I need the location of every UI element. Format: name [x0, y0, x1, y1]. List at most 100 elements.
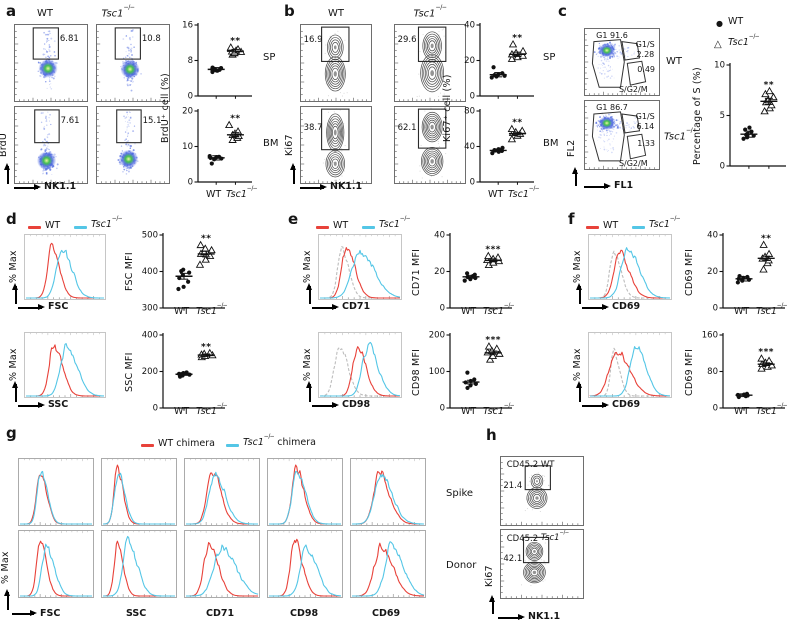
ko-label-sup: −/− — [559, 530, 570, 537]
scatter-f-cd69-top: 40 20 0 ** — [701, 226, 787, 314]
plot-canvas — [588, 332, 672, 398]
y-tick-label: 40 — [707, 231, 718, 241]
ko-point — [224, 120, 234, 129]
ko-label-sup: −/− — [123, 4, 135, 12]
scatter-c-ylabel: Percentage of S (%) — [692, 67, 703, 165]
hist-g-spike-cd98 — [267, 458, 343, 526]
xcat-wt: WT — [734, 306, 750, 317]
gate-value: 21.4 — [503, 481, 523, 492]
y-arrow — [306, 381, 313, 402]
scatter-d-ssc: 400 200 0 ** — [141, 326, 227, 414]
panel-c-wt-row-label: WT — [666, 56, 682, 67]
significance-stars: ** — [201, 234, 211, 244]
contour-plot-b-ko-sp: 29.6 — [394, 24, 466, 102]
y-arrow — [12, 381, 19, 402]
panel-g-x-arrow — [12, 610, 37, 617]
hist-curve-cyan — [20, 470, 92, 525]
ko-label-sup: −/− — [503, 403, 515, 410]
hist-curve-red — [186, 542, 258, 597]
gate-label-g1s: G1/S — [635, 111, 655, 121]
ko-point — [201, 255, 210, 263]
ko-label-base: Tsc1 — [649, 219, 670, 231]
hist-g-spike-cd69 — [350, 458, 426, 526]
ko-point — [492, 344, 501, 352]
y-tick-label: 500 — [142, 231, 158, 241]
gate-value: 10.8 — [141, 34, 161, 45]
spike-row-label: Spike — [446, 488, 474, 499]
ko-point — [482, 255, 492, 264]
y-tick-label: 200 — [142, 367, 158, 377]
col-label-cd69: CD69 — [372, 608, 401, 619]
y-tick-label: 40 — [434, 231, 445, 241]
plot-canvas — [96, 24, 170, 102]
gate-rect — [321, 108, 350, 151]
gate-g1 — [591, 39, 625, 88]
sp-row-label: SP — [543, 52, 556, 63]
wt-point — [181, 284, 186, 289]
ko-label-base: Tsc1 — [243, 437, 264, 449]
gate-value-g1s: 2.28 — [636, 49, 655, 59]
scatter-f-bot-ylabel: CD69 MFI — [684, 348, 695, 396]
panel-b-x-arrow — [300, 184, 327, 191]
plot-canvas — [350, 458, 426, 526]
gate-value-s: 0.49 — [637, 65, 655, 75]
hist-curve-red — [26, 344, 104, 397]
gate-rect — [522, 536, 550, 564]
gate-value-s: 1.33 — [637, 138, 655, 148]
ko-point — [226, 43, 235, 51]
significance-stars: ** — [230, 114, 240, 124]
hist-curve-cyan — [103, 472, 175, 525]
legend-ko-label: Tsc1−/− — [728, 34, 760, 48]
ko-label-sup: −/− — [503, 303, 515, 310]
gate-value: 29.6 — [397, 34, 417, 45]
plot-canvas: 16 8 0 ** — [182, 21, 252, 102]
hist-curve-gray — [320, 246, 400, 299]
gate-sgm — [626, 133, 647, 160]
xcat-wt: WT — [174, 306, 190, 317]
ko-label-base: Tsc1 — [756, 306, 777, 318]
gate-label-sgm: S/G2/M — [618, 158, 648, 168]
significance-stars: ** — [230, 37, 240, 47]
gate-g1s — [621, 113, 641, 134]
scatter-b-sp: 40 20 0 ** — [458, 16, 536, 102]
hist-curve-red — [186, 472, 258, 525]
wt-point — [207, 153, 212, 159]
y-arrow — [576, 283, 583, 304]
panel-c-ko-row-label: Tsc1−/− — [664, 127, 697, 142]
plot-canvas: 20 10 0 ** — [182, 107, 252, 188]
ko-label-base: Tsc1 — [196, 306, 217, 318]
hist-d-ssc-xlabel: SSC — [48, 399, 69, 410]
legend-wt-line-icon — [28, 226, 41, 229]
hist-curve-red — [20, 474, 92, 525]
xcat-ko: Tsc1−/− — [196, 403, 228, 417]
hist-curve-red — [103, 464, 175, 525]
gate-value: 42.1 — [503, 554, 523, 565]
scatter-e-cd98: 200 100 0 *** — [428, 326, 514, 414]
y-arrow — [12, 283, 19, 304]
y-tick-label: 0 — [470, 92, 475, 102]
y-tick-label: 5 — [720, 111, 725, 121]
wt-point — [747, 125, 752, 130]
ko-label-sup: −/− — [776, 303, 788, 310]
hist-curve-cyan — [590, 346, 671, 397]
plot-title-prefix: CD45.2 — [506, 533, 541, 544]
flow-plot-a-ko-bm: 15.1 — [96, 106, 170, 184]
col-label-cd71: CD71 — [206, 608, 235, 619]
gate-rect — [116, 109, 142, 144]
y-tick-label: 0 — [188, 178, 193, 188]
plot-canvas — [300, 106, 372, 184]
xcat-wt: WT — [461, 306, 477, 317]
ko-label-base: Tsc1 — [540, 533, 560, 544]
ko-point — [767, 361, 777, 369]
plot-canvas — [500, 456, 584, 526]
y-tick-label: 20 — [182, 107, 193, 117]
ko-label-base: Tsc1 — [379, 219, 400, 231]
donor-row-label: Donor — [446, 560, 477, 571]
gate-value-g1s: 6.14 — [636, 122, 655, 132]
gate-value: 16.9 — [303, 34, 323, 45]
y-tick-label: 0 — [713, 304, 718, 314]
plot-canvas — [184, 458, 260, 526]
y-tick-label: 0 — [713, 404, 718, 414]
wt-point — [490, 151, 495, 156]
ko-label-sup: −/− — [216, 403, 228, 410]
